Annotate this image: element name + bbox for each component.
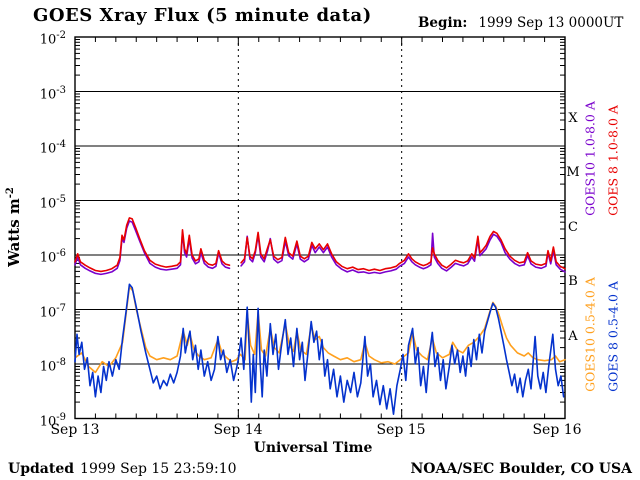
x-tick-sep14: Sep 14 (213, 422, 263, 438)
updated-caption: Updated 1999 Sep 15 23:59:10 (8, 461, 237, 477)
y-tick-label: 10-9 (39, 411, 66, 429)
x-tick-sep13: Sep 13 (50, 422, 100, 438)
y-tick-label: 10-8 (39, 357, 66, 375)
y-tick-label: 10-7 (39, 302, 66, 320)
legend-goes10-short: GOES10 0.5-4.0 A (582, 277, 598, 392)
begin-caption: Begin: 1999 Sep 13 0000UT (418, 15, 623, 31)
begin-value: 1999 Sep 13 0000UT (478, 15, 624, 31)
y-axis-title-text: Watts m (5, 198, 23, 267)
flare-class-A: A (568, 328, 578, 344)
y-tick-label: 10-2 (39, 30, 66, 48)
updated-label: Updated (8, 461, 75, 477)
legend-goes8-long: GOES 8 1.0-8.0 A (605, 105, 621, 216)
legend-goes8-short: GOES 8 0.5-4.0 A (605, 281, 621, 392)
y-tick-label: 10-4 (39, 139, 66, 157)
credit-caption: NOAA/SEC Boulder, CO USA (410, 461, 633, 477)
chart-title: GOES Xray Flux (5 minute data) (33, 5, 372, 26)
x-axis-title: Universal Time (253, 440, 373, 456)
flare-class-M: M (566, 165, 580, 181)
y-tick-label: 10-5 (39, 193, 66, 211)
x-tick-sep15: Sep 15 (376, 422, 426, 438)
flare-class-C: C (568, 219, 578, 235)
y-axis-title-exponent: -2 (5, 187, 16, 199)
y-tick-label: 10-3 (39, 84, 66, 102)
legend-goes10-long: GOES10 1.0-8.0 A (582, 101, 598, 216)
x-tick-sep16: Sep 16 (532, 422, 582, 438)
begin-label: Begin: (418, 15, 468, 31)
y-axis-title: Watts m-2 (5, 117, 23, 337)
flare-class-B: B (568, 274, 578, 290)
flare-class-X: X (568, 110, 578, 126)
y-tick-label: 10-6 (39, 248, 66, 266)
updated-value: 1999 Sep 15 23:59:10 (80, 461, 237, 477)
